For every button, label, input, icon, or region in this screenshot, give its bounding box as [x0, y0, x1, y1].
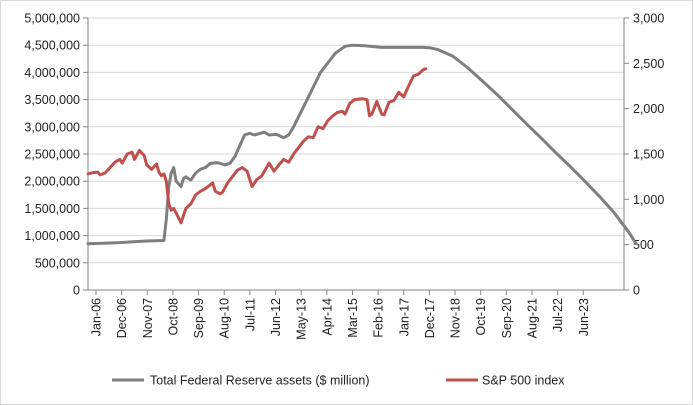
x-tick-label: Jun-12	[269, 298, 283, 336]
y-left-tick-label: 5,000,000	[24, 12, 80, 26]
x-tick-label: Jan-06	[90, 298, 104, 336]
x-tick-label: Jun-23	[577, 298, 591, 336]
y-left-tick-label: 4,000,000	[24, 66, 80, 80]
y-right-tick-label: 0	[633, 284, 640, 298]
y-left-tick-label: 1,000,000	[24, 229, 80, 243]
x-tick-label: Dec-06	[115, 298, 129, 338]
y-left-tick-label: 1,500,000	[24, 202, 80, 216]
x-tick-label: Apr-14	[320, 298, 334, 336]
x-tick-label: Oct-19	[474, 298, 488, 336]
y-left-tick-label: 0	[73, 284, 80, 298]
legend-label: S&P 500 index	[482, 374, 565, 388]
x-tick-label: Jul-11	[243, 298, 257, 331]
series-line-fed-assets	[86, 43, 638, 246]
legend-label: Total Federal Reserve assets ($ million)	[150, 374, 370, 388]
y-right-tick-label: 1,000	[633, 193, 664, 207]
y-left-tick-label: 500,000	[35, 256, 80, 270]
x-tick-label: Nov-18	[449, 298, 463, 338]
y-left-tick-label: 3,500,000	[24, 93, 80, 107]
x-tick-label: Aug-21	[525, 298, 539, 338]
y-left-tick-label: 4,500,000	[24, 39, 80, 53]
y-right-tick-label: 2,500	[633, 57, 664, 71]
x-tick-label: Jan-17	[397, 298, 411, 336]
series-line-sp500	[86, 67, 428, 225]
y-left-tick-label: 2,000,000	[24, 175, 80, 189]
x-tick-label: Dec-17	[423, 298, 437, 338]
x-tick-label: Oct-08	[166, 298, 180, 336]
y-right-tick-label: 2,000	[633, 102, 664, 116]
y-right-tick-label: 1,500	[633, 148, 664, 162]
x-tick-label: Nov-07	[141, 298, 155, 338]
x-tick-label: Mar-15	[346, 298, 360, 338]
y-left-tick-label: 2,500,000	[24, 148, 80, 162]
x-tick-label: Aug-10	[218, 298, 232, 338]
y-right-tick-label: 3,000	[633, 12, 664, 26]
x-tick-label: May-13	[295, 298, 309, 340]
x-tick-label: Sep-20	[500, 298, 514, 338]
x-tick-label: Sep-09	[192, 298, 206, 338]
y-left-tick-label: 3,000,000	[24, 120, 80, 134]
y-right-tick-label: 500	[633, 238, 654, 252]
x-tick-label: Jul-22	[551, 298, 565, 332]
x-tick-label: Feb-16	[372, 298, 386, 338]
